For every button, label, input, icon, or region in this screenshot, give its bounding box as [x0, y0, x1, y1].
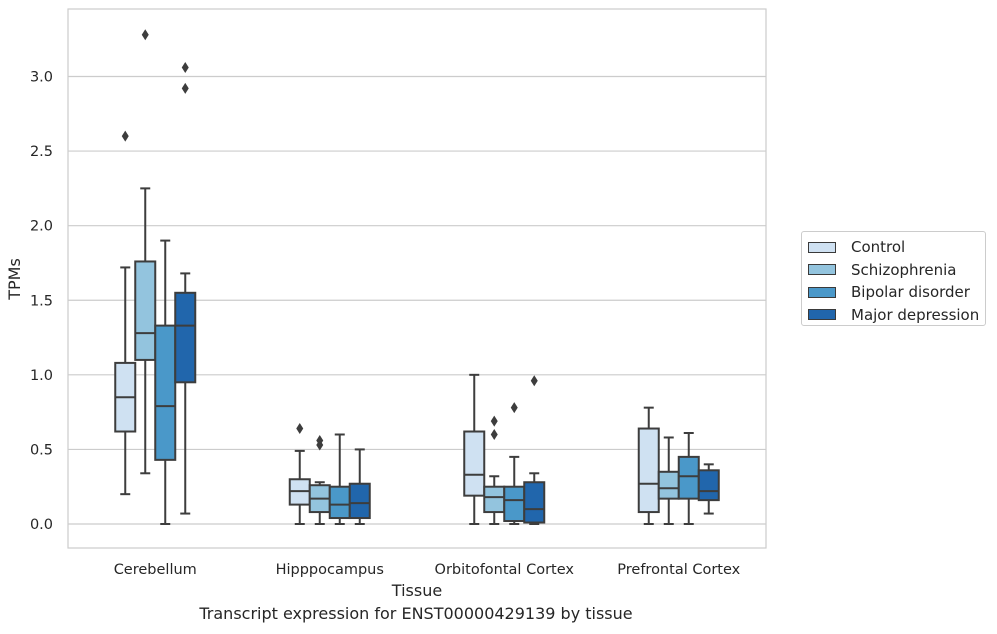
x-tick-label: Hipppocampus: [276, 562, 384, 578]
x-tick-label: Prefrontal Cortex: [617, 562, 740, 578]
outlier-point: [530, 375, 538, 387]
legend-swatch: [808, 241, 836, 253]
legend-label: Bipolar disorder: [851, 283, 970, 302]
outlier-point: [490, 429, 498, 440]
box-group: [154, 239, 177, 525]
box: [463, 430, 486, 497]
legend-label: Major depression: [851, 305, 980, 324]
x-axis-ticks: Cerebellum Hipppocampus Orbitofontal Corte…: [114, 562, 741, 578]
box-group: [523, 375, 546, 525]
y-tick-label: 2.5: [30, 144, 53, 160]
y-axis-ticks: 0.0 0.5 1.0 1.5 2.0 2.5 3.0: [30, 70, 53, 534]
box-group: [174, 62, 197, 515]
outlier-point: [181, 82, 189, 94]
y-tick-label: 3.0: [30, 70, 53, 86]
outlier-point: [490, 415, 498, 427]
legend-label: Schizophrenia: [851, 260, 957, 279]
x-tick-label: Cerebellum: [114, 562, 197, 578]
box-group: [114, 130, 137, 496]
box-layer: [114, 29, 720, 525]
figure-caption: Transcript expression for ENST0000042913…: [199, 604, 633, 623]
box-group: [637, 406, 660, 525]
y-axis-label: TPMs: [5, 258, 24, 301]
box: [503, 485, 526, 523]
box: [677, 455, 700, 500]
box-group: [348, 448, 371, 525]
y-tick-label: 1.0: [30, 368, 53, 384]
y-tick-label: 0.5: [30, 442, 53, 458]
legend-item: Schizophrenia: [808, 259, 985, 282]
outlier-point: [316, 434, 324, 446]
box-group: [328, 433, 351, 525]
box-group: [288, 423, 311, 525]
y-tick-label: 0.0: [30, 517, 53, 533]
legend-item: Bipolar disorder: [808, 281, 985, 304]
outlier-point: [121, 130, 129, 142]
box: [637, 427, 660, 514]
legend-swatch: [808, 309, 836, 321]
box-group: [697, 463, 720, 515]
box-group: [308, 434, 331, 525]
legend: Control Schizophrenia Bipolar disorder Majo…: [801, 231, 986, 326]
box: [697, 469, 720, 502]
plot-frame: [67, 8, 767, 549]
legend-label: Control: [851, 238, 906, 257]
outlier-point: [181, 62, 189, 74]
box-group: [657, 436, 680, 525]
box-group: [134, 29, 157, 475]
outlier-point: [296, 423, 304, 435]
legend-swatch: [808, 286, 836, 298]
box: [483, 485, 506, 514]
x-tick-label: Orbitofontal Cortex: [435, 562, 575, 578]
box: [154, 324, 177, 461]
box: [134, 260, 157, 361]
y-tick-label: 1.5: [30, 293, 53, 309]
y-tick-label: 2.0: [30, 219, 53, 235]
legend-swatch: [808, 264, 836, 276]
box: [657, 470, 680, 500]
legend-item: Major depression: [808, 304, 985, 327]
box: [348, 482, 371, 520]
outlier-point: [141, 29, 149, 41]
box: [328, 485, 351, 520]
box-group: [463, 373, 486, 525]
box-group: [503, 402, 526, 525]
box: [174, 291, 197, 384]
box-group: [483, 415, 506, 525]
outlier-point: [510, 402, 518, 414]
x-axis-label: Tissue: [391, 581, 442, 600]
box-group: [677, 432, 700, 525]
box: [523, 481, 546, 524]
legend-item: Control: [808, 236, 985, 259]
